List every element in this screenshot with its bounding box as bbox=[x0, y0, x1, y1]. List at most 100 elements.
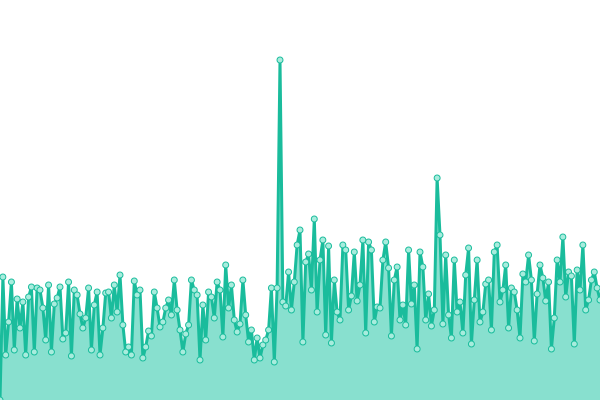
data-point bbox=[96, 351, 104, 359]
data-point bbox=[476, 318, 484, 326]
data-point bbox=[202, 336, 210, 344]
data-point bbox=[110, 281, 118, 289]
data-point bbox=[450, 256, 458, 264]
data-point bbox=[159, 318, 167, 326]
data-point bbox=[419, 263, 427, 271]
data-point bbox=[287, 306, 295, 314]
data-point bbox=[427, 322, 435, 330]
data-point bbox=[219, 333, 227, 341]
data-point bbox=[322, 331, 330, 339]
data-point bbox=[10, 346, 18, 354]
data-point bbox=[336, 316, 344, 324]
data-point bbox=[402, 321, 410, 329]
data-point bbox=[479, 308, 487, 316]
data-point bbox=[410, 281, 418, 289]
data-point bbox=[227, 281, 235, 289]
data-point bbox=[127, 351, 135, 359]
data-point bbox=[153, 304, 161, 312]
data-point bbox=[62, 329, 70, 337]
data-point bbox=[562, 293, 570, 301]
data-point bbox=[579, 241, 587, 249]
data-point bbox=[222, 261, 230, 269]
data-point bbox=[147, 332, 155, 340]
data-point bbox=[285, 268, 293, 276]
data-point bbox=[196, 356, 204, 364]
data-point bbox=[436, 231, 444, 239]
data-point bbox=[522, 278, 530, 286]
data-point bbox=[467, 340, 475, 348]
data-point bbox=[107, 314, 115, 322]
data-point bbox=[445, 311, 453, 319]
data-point bbox=[53, 294, 61, 302]
data-point bbox=[365, 238, 373, 246]
data-point bbox=[0, 273, 7, 281]
data-point bbox=[502, 261, 510, 269]
data-point bbox=[376, 304, 384, 312]
data-point bbox=[439, 320, 447, 328]
data-point bbox=[453, 308, 461, 316]
data-point bbox=[367, 246, 375, 254]
data-point bbox=[525, 251, 533, 259]
data-point bbox=[213, 278, 221, 286]
data-point bbox=[130, 277, 138, 285]
data-point bbox=[513, 306, 521, 314]
data-point bbox=[105, 288, 113, 296]
data-point bbox=[442, 251, 450, 259]
data-point bbox=[199, 301, 207, 309]
data-point bbox=[567, 272, 575, 280]
data-point bbox=[230, 316, 238, 324]
data-point bbox=[296, 226, 304, 234]
data-point bbox=[385, 264, 393, 272]
data-point bbox=[170, 276, 178, 284]
data-point bbox=[7, 278, 15, 286]
data-point bbox=[273, 284, 281, 292]
data-point bbox=[299, 338, 307, 346]
data-point bbox=[67, 352, 75, 360]
data-point bbox=[233, 328, 241, 336]
data-point bbox=[333, 308, 341, 316]
data-point bbox=[267, 284, 275, 292]
data-point bbox=[5, 318, 13, 326]
data-point bbox=[530, 337, 538, 345]
data-point bbox=[2, 351, 10, 359]
data-point bbox=[459, 329, 467, 337]
data-point bbox=[305, 250, 313, 258]
data-point bbox=[496, 298, 504, 306]
data-point bbox=[216, 286, 224, 294]
data-point bbox=[545, 278, 553, 286]
data-point bbox=[396, 316, 404, 324]
data-point bbox=[99, 324, 107, 332]
data-point bbox=[316, 256, 324, 264]
data-point bbox=[82, 314, 90, 322]
data-point bbox=[430, 306, 438, 314]
data-point bbox=[387, 332, 395, 340]
data-point bbox=[319, 236, 327, 244]
data-point bbox=[76, 310, 84, 318]
data-point bbox=[582, 306, 590, 314]
data-point bbox=[22, 351, 30, 359]
data-point bbox=[47, 348, 55, 356]
data-point bbox=[245, 338, 253, 346]
data-point bbox=[487, 326, 495, 334]
data-point bbox=[465, 244, 473, 252]
data-point bbox=[527, 276, 535, 284]
data-point bbox=[550, 314, 558, 322]
data-point bbox=[350, 248, 358, 256]
data-point bbox=[162, 304, 170, 312]
data-point bbox=[516, 334, 524, 342]
data-point bbox=[293, 241, 301, 249]
data-point bbox=[393, 263, 401, 271]
data-point bbox=[345, 306, 353, 314]
data-point bbox=[39, 304, 47, 312]
data-point bbox=[225, 304, 233, 312]
data-point bbox=[353, 297, 361, 305]
data-point bbox=[139, 354, 147, 362]
data-point bbox=[590, 268, 598, 276]
data-point bbox=[265, 326, 273, 334]
data-point bbox=[573, 266, 581, 274]
data-point bbox=[379, 256, 387, 264]
data-point bbox=[310, 215, 318, 223]
data-point bbox=[90, 301, 98, 309]
data-point bbox=[167, 311, 175, 319]
